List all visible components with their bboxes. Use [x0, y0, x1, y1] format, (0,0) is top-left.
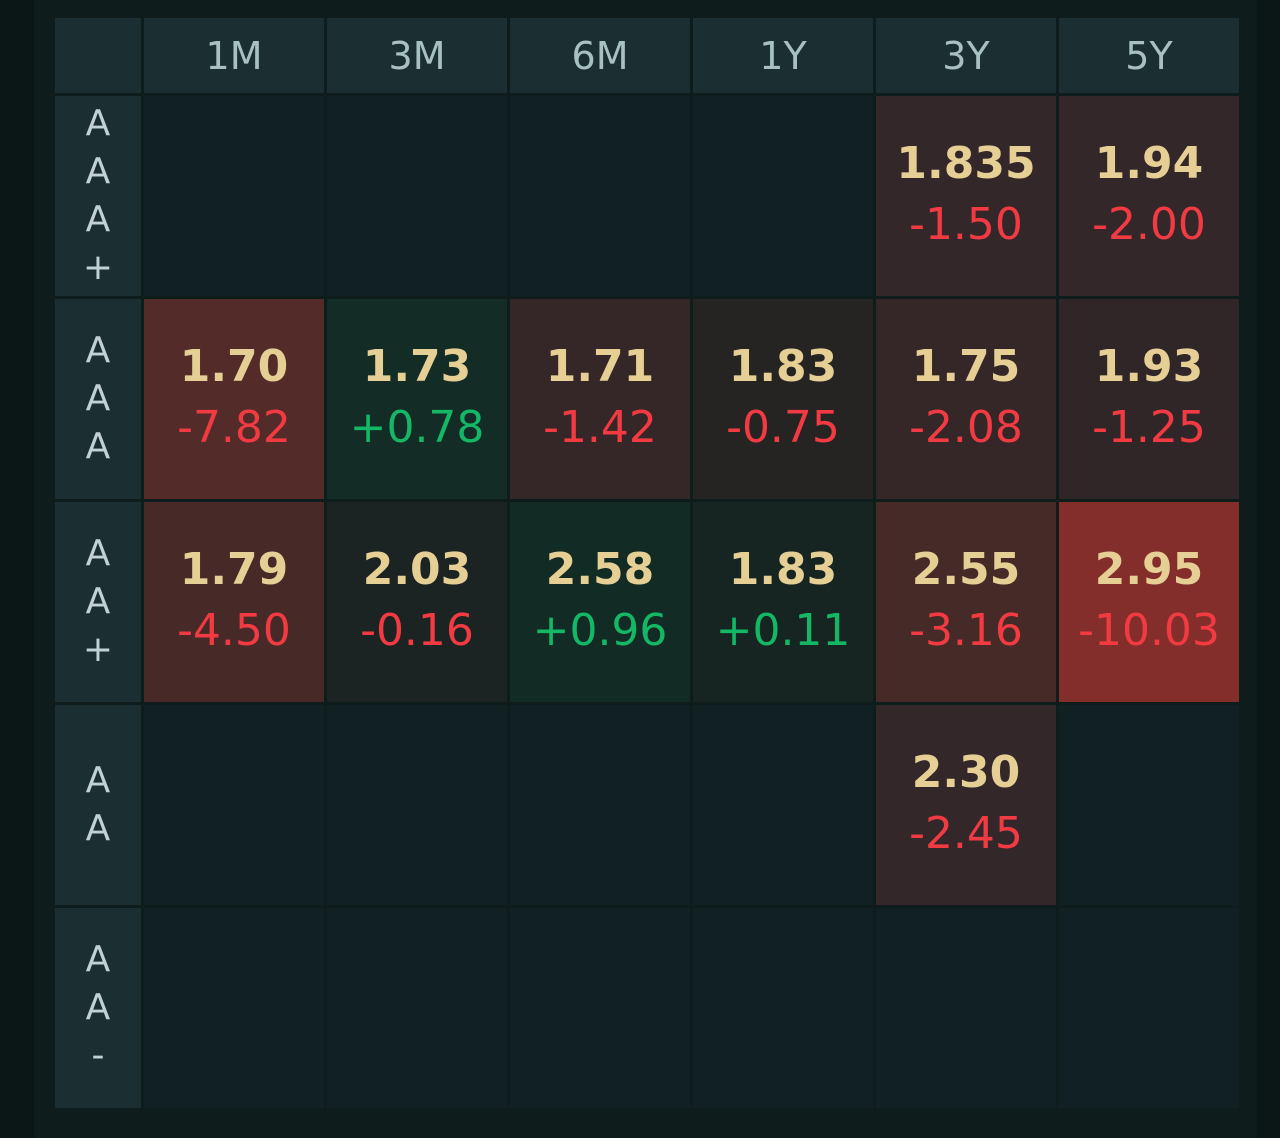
row-label-char: A: [85, 939, 111, 980]
empty-cell: [693, 705, 873, 905]
heatmap-cell[interactable]: 1.70 -7.82: [144, 299, 324, 499]
column-header-3m[interactable]: 3M: [327, 18, 507, 93]
empty-cell: [876, 908, 1056, 1108]
cell-change-value: -4.50: [177, 605, 291, 656]
cell-yield-value: 1.93: [1094, 341, 1204, 392]
cell-yield-value: 2.30: [911, 747, 1021, 798]
empty-cell: [327, 96, 507, 296]
row-label-char: A: [85, 378, 111, 419]
heatmap-cell[interactable]: 2.30 -2.45: [876, 705, 1056, 905]
cell-yield-value: 2.55: [911, 544, 1021, 595]
cell-change-value: +0.78: [349, 402, 485, 453]
empty-cell: [510, 908, 690, 1108]
cell-change-value: -7.82: [177, 402, 291, 453]
empty-cell: [144, 96, 324, 296]
row-label-char: A: [85, 581, 111, 622]
cell-yield-value: 1.83: [728, 544, 838, 595]
empty-cell: [144, 908, 324, 1108]
row-label[interactable]: A A +: [55, 502, 141, 702]
row-label-char: A: [85, 533, 111, 574]
cell-change-value: -10.03: [1078, 605, 1220, 656]
cell-yield-value: 1.73: [362, 341, 472, 392]
row-label-char: -: [91, 1035, 105, 1076]
heatmap-cell[interactable]: 2.95 -10.03: [1059, 502, 1239, 702]
cell-yield-value: 2.95: [1094, 544, 1204, 595]
row-label-char: A: [85, 151, 111, 192]
heatmap-cell[interactable]: 1.94 -2.00: [1059, 96, 1239, 296]
heatmap-cell[interactable]: 1.835 -1.50: [876, 96, 1056, 296]
cell-change-value: -2.45: [909, 808, 1023, 859]
heatmap-cell[interactable]: 1.83 -0.75: [693, 299, 873, 499]
cell-change-value: -1.50: [909, 199, 1023, 250]
cell-change-value: +0.96: [532, 605, 668, 656]
cell-change-value: -1.42: [543, 402, 657, 453]
row-label[interactable]: A A A +: [55, 96, 141, 296]
corner-cell: [55, 18, 141, 93]
cell-yield-value: 2.03: [362, 544, 472, 595]
empty-cell: [693, 96, 873, 296]
heatmap-cell[interactable]: 1.83 +0.11: [693, 502, 873, 702]
row-label-char: +: [82, 629, 114, 670]
empty-cell: [510, 705, 690, 905]
empty-cell: [693, 908, 873, 1108]
cell-change-value: -1.25: [1092, 402, 1206, 453]
cell-yield-value: 1.70: [179, 341, 289, 392]
heatmap-cell[interactable]: 1.79 -4.50: [144, 502, 324, 702]
cell-change-value: -2.00: [1092, 199, 1206, 250]
heatmap-cell[interactable]: 1.75 -2.08: [876, 299, 1056, 499]
row-label-char: A: [85, 760, 111, 801]
cell-change-value: +0.11: [715, 605, 851, 656]
heatmap-cell[interactable]: 1.93 -1.25: [1059, 299, 1239, 499]
column-header-1m[interactable]: 1M: [144, 18, 324, 93]
empty-cell: [327, 908, 507, 1108]
cell-change-value: -0.16: [360, 605, 474, 656]
cell-change-value: -0.75: [726, 402, 840, 453]
row-label-char: A: [85, 808, 111, 849]
empty-cell: [327, 705, 507, 905]
empty-cell: [144, 705, 324, 905]
cell-yield-value: 1.835: [896, 138, 1036, 189]
cell-yield-value: 1.75: [911, 341, 1021, 392]
rating-tenor-heatmap: 1M 3M 6M 1Y 3Y 5Y A A A +1.835 -1.50 1.94 -2.00 A A A 1.…: [55, 18, 1239, 1109]
column-header-6m[interactable]: 6M: [510, 18, 690, 93]
cell-yield-value: 1.79: [179, 544, 289, 595]
row-label-char: A: [85, 426, 111, 467]
empty-cell: [1059, 908, 1239, 1108]
row-label-char: +: [82, 247, 114, 288]
column-header-1y[interactable]: 1Y: [693, 18, 873, 93]
heatmap-cell[interactable]: 1.73 +0.78: [327, 299, 507, 499]
row-label-char: A: [85, 330, 111, 371]
row-label-char: A: [85, 103, 111, 144]
heatmap-cell[interactable]: 2.58 +0.96: [510, 502, 690, 702]
empty-cell: [510, 96, 690, 296]
heatmap-cell[interactable]: 1.71 -1.42: [510, 299, 690, 499]
cell-yield-value: 1.71: [545, 341, 655, 392]
cell-yield-value: 2.58: [545, 544, 655, 595]
heatmap-cell[interactable]: 2.03 -0.16: [327, 502, 507, 702]
empty-cell: [1059, 705, 1239, 905]
row-label-char: A: [85, 199, 111, 240]
row-label-char: A: [85, 987, 111, 1028]
column-header-5y[interactable]: 5Y: [1059, 18, 1239, 93]
column-header-3y[interactable]: 3Y: [876, 18, 1056, 93]
cell-change-value: -2.08: [909, 402, 1023, 453]
cell-yield-value: 1.83: [728, 341, 838, 392]
cell-yield-value: 1.94: [1094, 138, 1204, 189]
heatmap-cell[interactable]: 2.55 -3.16: [876, 502, 1056, 702]
cell-change-value: -3.16: [909, 605, 1023, 656]
